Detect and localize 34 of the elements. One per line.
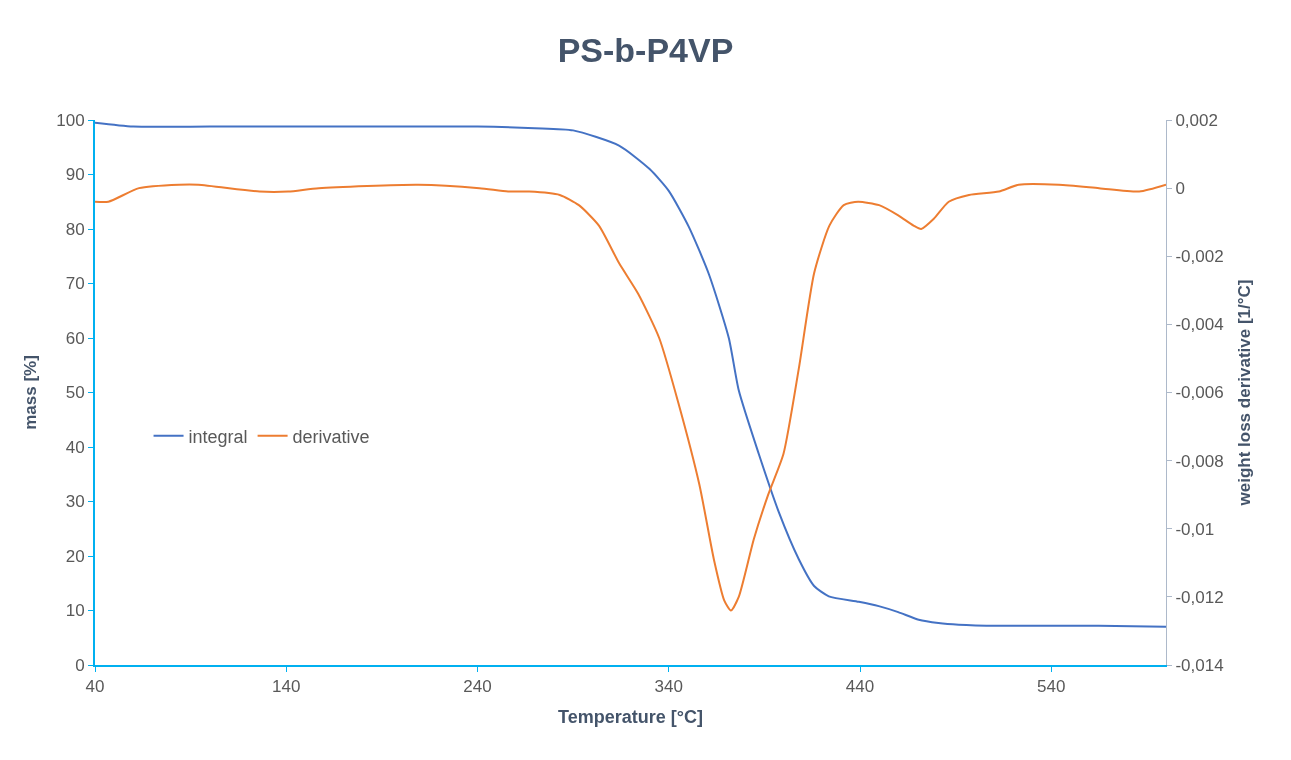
y2-tick-label: -0,002 — [1175, 247, 1224, 267]
x-tick-label: 40 — [85, 677, 105, 697]
chart-title: PS-b-P4VP — [557, 30, 734, 69]
y2-tick-label: -0,012 — [1175, 587, 1224, 607]
y2-tick-label: -0,004 — [1175, 315, 1224, 335]
x-tick-label: 140 — [272, 677, 301, 697]
x-tick-label: 340 — [654, 677, 683, 697]
y-tick-label: 100 — [56, 110, 85, 130]
y-tick-label: 60 — [65, 328, 85, 348]
y2-axis-title: weight loss derivative [1/°C] — [1235, 279, 1254, 507]
y2-tick-label: -0,014 — [1175, 655, 1224, 675]
y-tick-label: 90 — [65, 165, 85, 185]
legend-label: integral — [188, 426, 248, 447]
line-series — [95, 121, 1166, 628]
y-tick-label: 30 — [65, 492, 85, 512]
x-tick-label: 440 — [845, 677, 875, 697]
legend-label: derivative — [292, 426, 370, 447]
y2-tick-label: -0,006 — [1175, 383, 1224, 403]
y-tick-label: 80 — [65, 219, 85, 239]
y-tick-label: 50 — [65, 383, 85, 403]
y2-tick-label: -0,01 — [1175, 519, 1215, 539]
y-tick-label: 20 — [65, 546, 85, 566]
y-tick-label: 40 — [65, 437, 85, 457]
x-tick-label: 240 — [463, 677, 492, 697]
x-axis-title: Temperature [°C] — [558, 707, 703, 727]
y-tick-label: 0 — [75, 655, 85, 675]
y-axis-title: mass [%] — [21, 355, 41, 430]
y-tick-label: 70 — [65, 274, 85, 294]
y2-tick-label: 0,002 — [1175, 110, 1218, 130]
y2-tick-label: 0 — [1175, 179, 1185, 199]
line-series — [95, 183, 1166, 612]
x-tick-label: 540 — [1037, 677, 1066, 697]
y-tick-label: 10 — [65, 601, 85, 621]
y2-tick-label: -0,008 — [1175, 451, 1224, 471]
